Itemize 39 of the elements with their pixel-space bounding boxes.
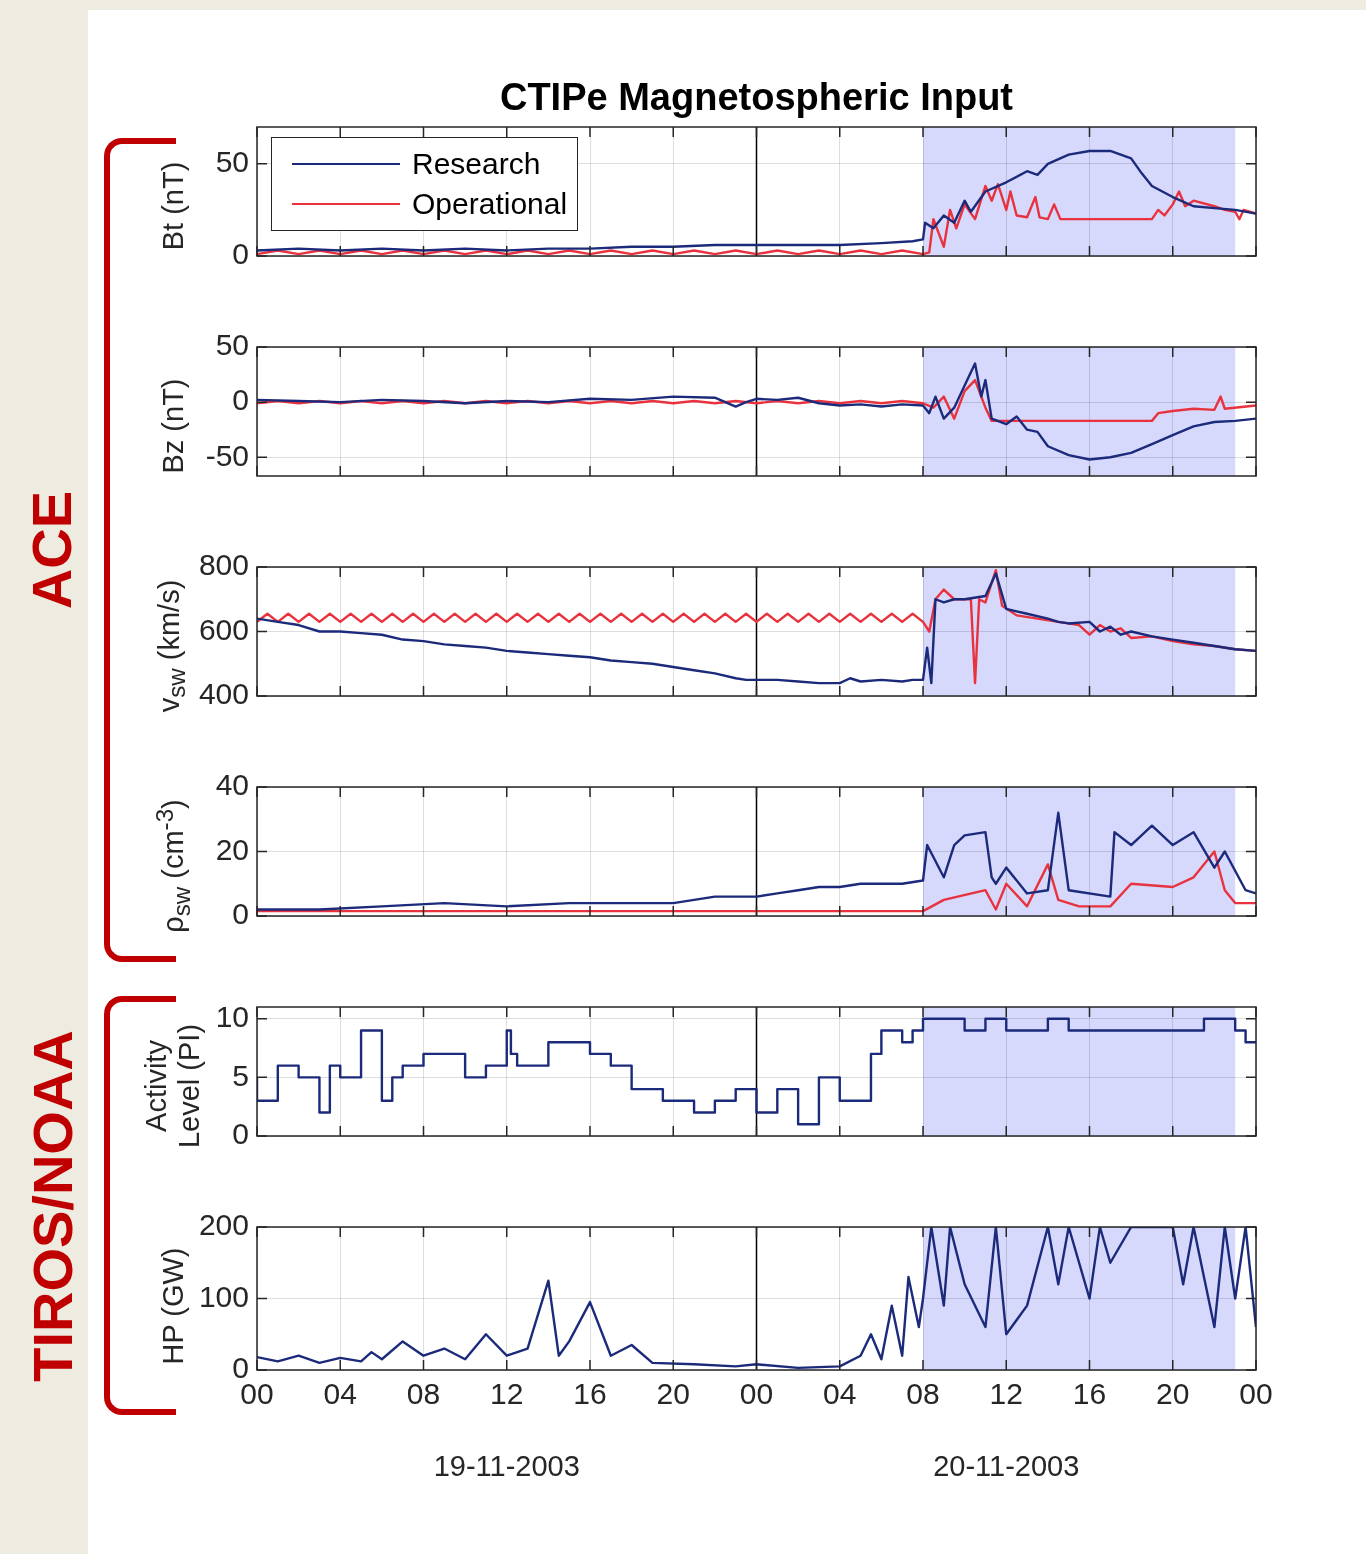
- x-tick-label: 08: [406, 1377, 441, 1411]
- y-tick-label: 40: [215, 768, 249, 802]
- text: 19-11-2003: [432, 1450, 581, 1483]
- y-axis-title: Activity Level (PI): [139, 1022, 205, 1150]
- text: ACE: [20, 489, 84, 612]
- x-tick-label: 16: [1072, 1377, 1107, 1411]
- y-tick-label: -50: [205, 438, 249, 472]
- y-tick-label: 600: [198, 612, 249, 646]
- text: TIROS/NOAA: [20, 1028, 84, 1384]
- y-axis-title: Bz (nT): [155, 377, 189, 474]
- y-tick-label: 0: [232, 383, 249, 417]
- x-tick-label: 12: [490, 1377, 524, 1411]
- y-tick-label: 0: [232, 237, 249, 271]
- y-tick-label: 0: [232, 897, 249, 931]
- y-tick-label: 200: [198, 1208, 249, 1242]
- y-tick-label: 100: [198, 1279, 249, 1313]
- legend-label: Operational: [412, 187, 568, 221]
- x-tick-label: 00: [1239, 1377, 1273, 1411]
- x-tick-label: 04: [823, 1377, 857, 1411]
- y-tick-label: 800: [198, 548, 249, 582]
- y-tick-label: 10: [215, 999, 249, 1033]
- text: 20-11-2003: [932, 1450, 1081, 1483]
- x-tick-label: 16: [573, 1377, 607, 1411]
- x-tick-label: 12: [989, 1377, 1023, 1411]
- legend-label: Research: [412, 147, 541, 181]
- chart-title: CTIPe Magnetospheric Input: [498, 75, 1014, 119]
- y-axis-title: Bt (nT): [155, 161, 189, 250]
- y-tick-label: 5: [232, 1058, 249, 1092]
- x-tick-label: 20: [1156, 1377, 1190, 1411]
- x-tick-label: 08: [906, 1377, 940, 1411]
- y-tick-label: 20: [215, 832, 249, 866]
- x-tick-label: 04: [323, 1377, 357, 1411]
- y-tick-label: 50: [215, 328, 249, 362]
- y-tick-label: 400: [198, 677, 249, 711]
- x-tick-label: 20: [656, 1377, 690, 1411]
- y-tick-label: 0: [232, 1117, 249, 1151]
- y-axis-title: HP (GW): [155, 1246, 189, 1365]
- y-tick-label: 50: [215, 145, 249, 179]
- x-tick-label: 00: [739, 1377, 774, 1411]
